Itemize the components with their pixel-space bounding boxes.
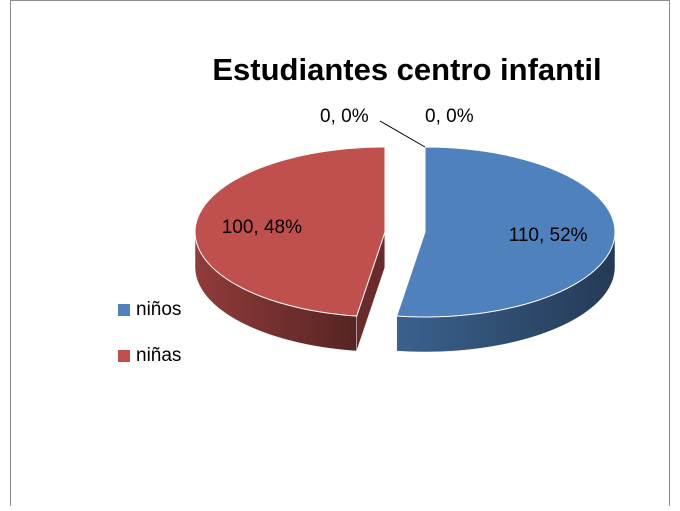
- legend-label: niños: [136, 299, 181, 320]
- legend-label: niñas: [136, 345, 181, 366]
- data-label: 110, 52%: [509, 225, 588, 246]
- data-label: 0, 0%: [425, 106, 474, 127]
- pie-slice: [395, 146, 616, 318]
- data-label: 100, 48%: [222, 217, 302, 238]
- legend-swatch: [118, 350, 130, 362]
- data-label: 0, 0%: [320, 106, 369, 127]
- legend-swatch: [118, 304, 130, 316]
- leader-line: [379, 120, 426, 148]
- pie-slice: [194, 146, 386, 317]
- chart-title: Estudiantes centro infantil: [212, 52, 601, 87]
